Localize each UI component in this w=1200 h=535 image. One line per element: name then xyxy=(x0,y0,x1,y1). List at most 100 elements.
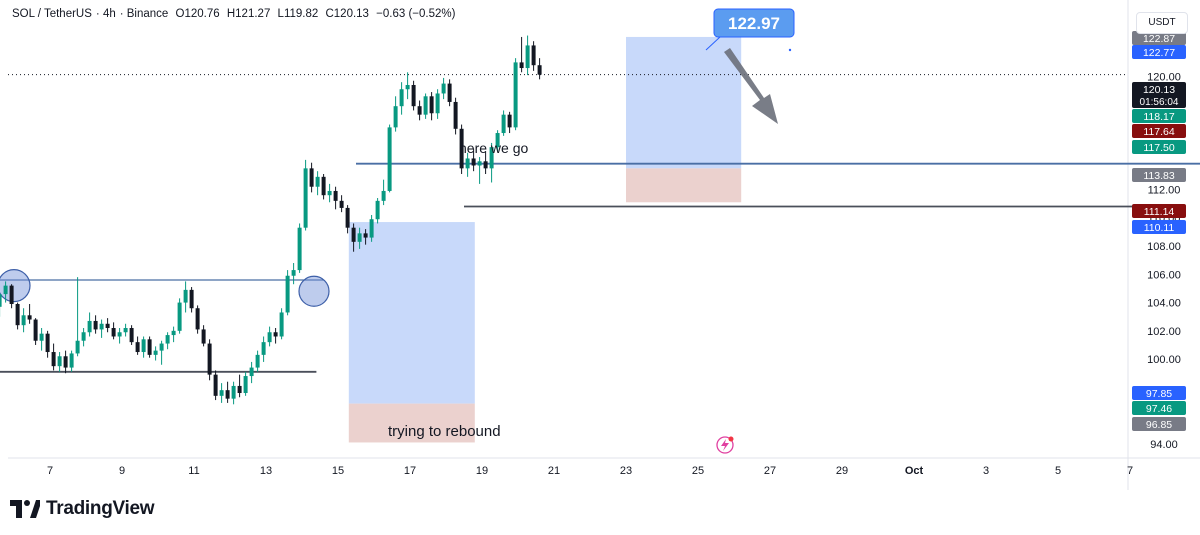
candle-body xyxy=(9,285,14,304)
ohlc-low: L119.82 xyxy=(277,8,319,20)
x-tick-label: 5 xyxy=(1055,465,1061,477)
annotation-here-we-go: here we go xyxy=(459,140,528,156)
candle-body xyxy=(219,390,224,396)
chart-area[interactable]: 7 9 11 13 15 17 19 21 23 25 27 29 Oct 3 5 7 94.00 100.00 1… xyxy=(0,0,1200,490)
interval[interactable]: 4h xyxy=(102,8,116,20)
price-axis-label-text: 110.11 xyxy=(1144,222,1175,234)
candle-body xyxy=(3,285,8,295)
candle-body xyxy=(525,45,530,69)
candle-body xyxy=(495,133,500,148)
candle-body xyxy=(399,89,404,107)
candle-body xyxy=(447,83,452,102)
price-axis-label xyxy=(1132,109,1186,123)
x-tick-label: 15 xyxy=(332,465,344,477)
y-tick-label: 102.00 xyxy=(1147,326,1181,338)
price-axis-label-text: 111.14 xyxy=(1144,206,1175,218)
candle-body xyxy=(171,330,176,336)
y-tick-label: 108.00 xyxy=(1147,241,1181,253)
candle-body xyxy=(351,227,356,242)
candle-body xyxy=(471,158,476,166)
ohlc-high: H121.27 xyxy=(226,8,271,20)
candle-body xyxy=(189,289,194,309)
candle-body xyxy=(21,315,26,326)
candle-body xyxy=(519,62,524,69)
x-tick-label: 7 xyxy=(1127,465,1133,477)
candle-body xyxy=(249,367,254,377)
price-axis-label-text: 122.77 xyxy=(1143,47,1175,59)
candle-body xyxy=(531,45,536,66)
candle-body xyxy=(123,328,128,333)
price-axis-label-text: 122.87 xyxy=(1143,33,1175,45)
long-target-zone xyxy=(626,36,742,169)
candle-body xyxy=(459,128,464,169)
notification-dot xyxy=(728,436,734,442)
candle-body xyxy=(207,343,212,375)
candle-body xyxy=(513,62,518,128)
annotation-rebound: trying to rebound xyxy=(388,423,501,440)
candle-body xyxy=(75,340,80,354)
price-axis-label xyxy=(1132,82,1186,108)
candle-body xyxy=(297,227,302,271)
x-tick-label: 17 xyxy=(404,465,416,477)
tradingview-logo-icon xyxy=(10,500,40,518)
countdown-label: 01:56:04 xyxy=(1140,97,1179,108)
ohlc-open: O120.76 xyxy=(175,8,220,20)
candle-body xyxy=(231,385,236,399)
candle-body xyxy=(93,320,98,330)
candle-body xyxy=(177,302,182,331)
symbol-name[interactable]: SOL / TetherUS xyxy=(12,8,92,20)
candle-body xyxy=(159,343,164,351)
price-axis-label xyxy=(1132,417,1186,431)
candle-body xyxy=(363,233,368,238)
price-callout-label: 122.97 xyxy=(728,14,780,33)
candle-body xyxy=(327,190,332,196)
candle-body xyxy=(261,342,266,355)
currency-button[interactable]: USDT xyxy=(1136,12,1188,34)
candle-body xyxy=(411,84,416,107)
candle-body xyxy=(105,323,110,329)
lightning-bolt-icon xyxy=(721,439,729,451)
y-tick-label: 112.00 xyxy=(1148,185,1181,197)
candle-body xyxy=(339,200,344,208)
x-tick-label: 25 xyxy=(692,465,704,477)
candle-body xyxy=(111,328,116,337)
price-axis-label xyxy=(1132,45,1186,59)
x-tick-label: 21 xyxy=(548,465,560,477)
price-axis-label xyxy=(1132,168,1186,182)
highlight-circle xyxy=(298,275,330,307)
candle-body xyxy=(87,320,92,333)
symbol-header: SOL / TetherUS · 4h · Binance O120.76 H121… xyxy=(12,8,456,20)
price-axis-label-text: 118.17 xyxy=(1143,111,1174,123)
candle-body xyxy=(39,333,44,341)
callout-pointer xyxy=(705,36,721,51)
candle-body xyxy=(27,315,32,320)
candle-body xyxy=(309,168,314,187)
x-tick-label: 13 xyxy=(260,465,272,477)
candle-body xyxy=(393,106,398,128)
candle-body xyxy=(381,190,386,201)
candle-body xyxy=(405,84,410,90)
price-axis-label-text: 117.50 xyxy=(1143,142,1174,154)
down-arrow-icon xyxy=(724,48,778,124)
candle-body xyxy=(465,158,470,169)
candle-body xyxy=(213,374,218,396)
candle-body xyxy=(429,96,434,114)
x-tick-label: 11 xyxy=(188,465,199,477)
candle-body xyxy=(57,356,62,367)
exchange: Binance xyxy=(126,8,169,20)
candle-body xyxy=(315,176,320,187)
price-axis-label-text: 97.46 xyxy=(1146,403,1172,415)
price-chart[interactable]: 7 9 11 13 15 17 19 21 23 25 27 29 Oct 3 5 7 94.00 100.00 1… xyxy=(0,0,1200,490)
candle-body xyxy=(369,219,374,238)
candle-body xyxy=(201,329,206,344)
candle-body xyxy=(165,335,170,344)
candle-body xyxy=(237,385,242,394)
candle-body xyxy=(81,332,86,341)
candle-body xyxy=(303,168,308,228)
candle-body xyxy=(423,96,428,115)
candle-body xyxy=(69,353,74,368)
candle-body xyxy=(453,101,458,129)
long-stop-zone xyxy=(348,403,475,443)
candle-body xyxy=(15,303,20,326)
x-tick-label: 23 xyxy=(620,465,632,477)
